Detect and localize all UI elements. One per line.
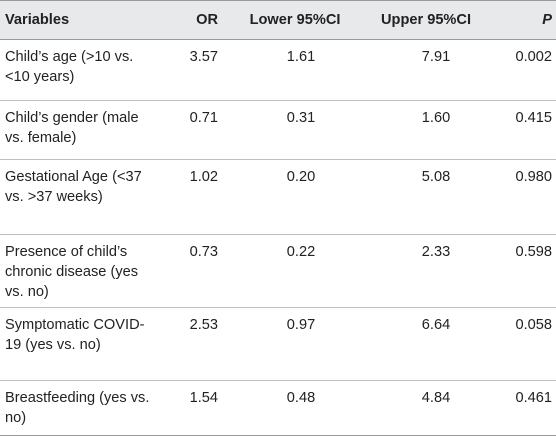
cell-lower-ci: 0.20: [226, 159, 364, 235]
cell-p-value: 0.058: [488, 307, 556, 381]
cell-variable: Child’s gender (male vs. female): [0, 100, 156, 160]
cell-upper-ci: 2.33: [364, 234, 488, 308]
header-variables: Variables: [0, 0, 156, 40]
cell-lower-ci: 0.97: [226, 307, 364, 381]
cell-or: 2.53: [156, 307, 226, 381]
header-row: Variables OR Lower 95%CI Upper 95%CI P: [0, 0, 556, 40]
cell-or: 3.57: [156, 39, 226, 101]
cell-variable: Presence of child’s chronic disease (yes…: [0, 234, 156, 308]
cell-lower-ci: 0.22: [226, 234, 364, 308]
header-or: OR: [156, 0, 226, 40]
header-upper-ci: Upper 95%CI: [364, 0, 488, 40]
table-row: Gestational Age (<37 vs. >37 weeks) 1.02…: [0, 159, 556, 235]
cell-p-value: 0.415: [488, 100, 556, 160]
cell-variable: Symptomatic COVID-19 (yes vs. no): [0, 307, 156, 381]
table-row: Symptomatic COVID-19 (yes vs. no) 2.53 0…: [0, 307, 556, 381]
cell-variable: Breastfeeding (yes vs. no): [0, 380, 156, 436]
cell-or: 0.71: [156, 100, 226, 160]
cell-variable: Gestational Age (<37 vs. >37 weeks): [0, 159, 156, 235]
cell-upper-ci: 6.64: [364, 307, 488, 381]
cell-or: 1.54: [156, 380, 226, 436]
header-p-value: P: [488, 0, 556, 40]
table-row: Breastfeeding (yes vs. no) 1.54 0.48 4.8…: [0, 380, 556, 436]
header-lower-ci: Lower 95%CI: [226, 0, 364, 40]
table-row: Child’s age (>10 vs. <10 years) 3.57 1.6…: [0, 39, 556, 101]
table-row: Child’s gender (male vs. female) 0.71 0.…: [0, 100, 556, 160]
table-body: Child’s age (>10 vs. <10 years) 3.57 1.6…: [0, 39, 556, 436]
table-header: Variables OR Lower 95%CI Upper 95%CI P: [0, 0, 556, 40]
cell-or: 0.73: [156, 234, 226, 308]
cell-lower-ci: 0.48: [226, 380, 364, 436]
cell-p-value: 0.980: [488, 159, 556, 235]
table-row: Presence of child’s chronic disease (yes…: [0, 234, 556, 308]
cell-p-value: 0.461: [488, 380, 556, 436]
cell-p-value: 0.598: [488, 234, 556, 308]
cell-or: 1.02: [156, 159, 226, 235]
cell-variable: Child’s age (>10 vs. <10 years): [0, 39, 156, 101]
cell-upper-ci: 5.08: [364, 159, 488, 235]
cell-upper-ci: 4.84: [364, 380, 488, 436]
cell-upper-ci: 1.60: [364, 100, 488, 160]
cell-lower-ci: 1.61: [226, 39, 364, 101]
cell-p-value: 0.002: [488, 39, 556, 101]
cell-upper-ci: 7.91: [364, 39, 488, 101]
cell-lower-ci: 0.31: [226, 100, 364, 160]
